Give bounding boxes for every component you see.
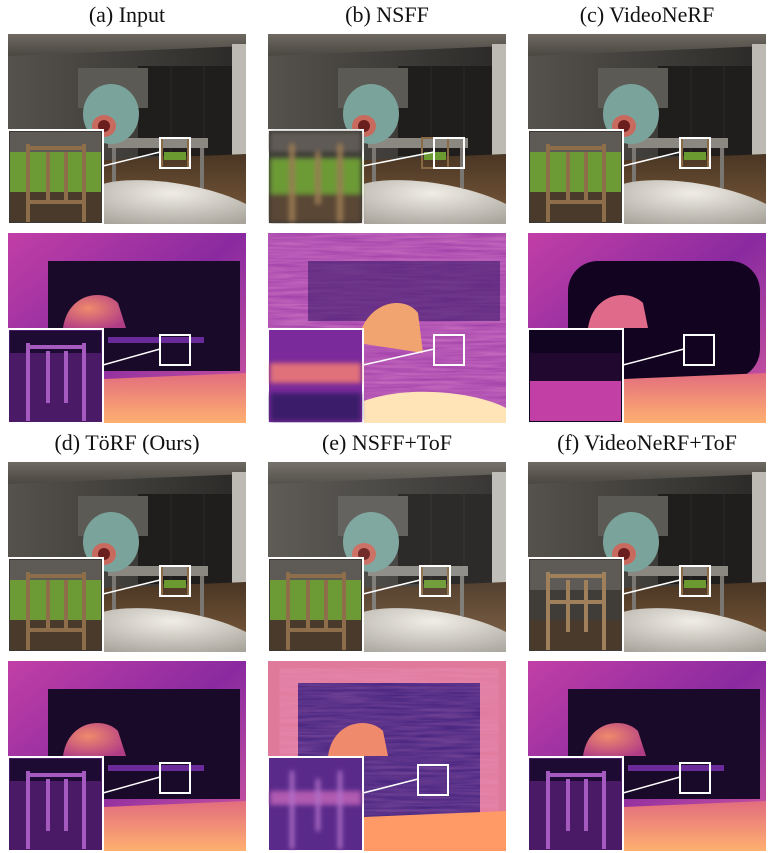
panel-a-depth <box>8 233 246 423</box>
depth-render <box>8 661 246 851</box>
panel-c-depth <box>528 233 766 423</box>
panel-e-rgb <box>268 462 506 652</box>
depth-render <box>528 661 766 851</box>
rgb-render <box>268 34 506 224</box>
depth-render <box>268 233 506 423</box>
depth-render <box>8 233 246 423</box>
panel-f-rgb <box>528 462 766 652</box>
caption-a: (a) Input <box>88 2 166 27</box>
rgb-render <box>8 34 246 224</box>
depth-render <box>268 661 506 851</box>
panel-e-depth <box>268 661 506 851</box>
caption-f: (f) VideoNeRF+ToF <box>557 430 737 455</box>
panel-d-rgb <box>8 462 246 652</box>
panel-a-rgb <box>8 34 246 224</box>
caption-e: (e) NSFF+ToF <box>321 430 453 455</box>
rgb-render <box>528 462 766 652</box>
caption-c: (c) VideoNeRF <box>579 2 715 27</box>
panel-f-depth <box>528 661 766 851</box>
panel-b-depth <box>268 233 506 423</box>
caption-d: (d) TöRF (Ours) <box>54 430 200 455</box>
caption-b: (b) NSFF <box>345 2 429 27</box>
panel-d-depth <box>8 661 246 851</box>
rgb-render <box>268 462 506 652</box>
rgb-render <box>8 462 246 652</box>
panel-c-rgb <box>528 34 766 224</box>
depth-render <box>528 233 766 423</box>
panel-b-rgb <box>268 34 506 224</box>
rgb-render <box>528 34 766 224</box>
